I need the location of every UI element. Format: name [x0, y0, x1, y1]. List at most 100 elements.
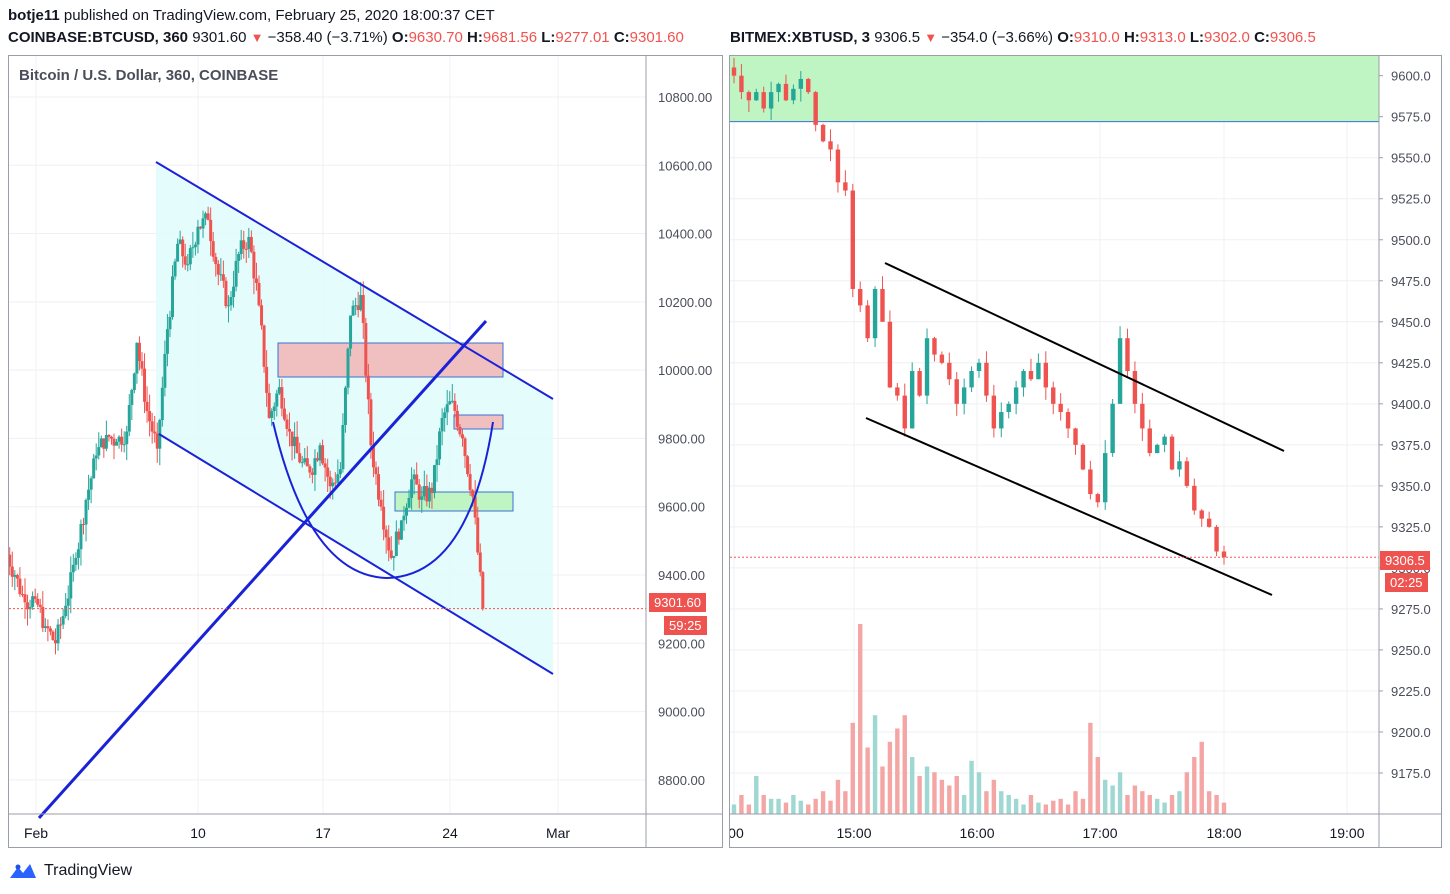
candle-body [328, 476, 332, 487]
left-chart-panel[interactable]: 10800.00 10600.00 10400.00 10200.00 10000.00… [8, 55, 723, 848]
y-tick-label: 9250.0 [1391, 643, 1431, 658]
candle-body [216, 264, 220, 275]
candle-body [54, 640, 58, 644]
volume-bar [1065, 804, 1071, 814]
candle-body [382, 506, 386, 530]
y-tick-label: 10800.00 [658, 90, 712, 105]
y-tick-label: 9525.0 [1391, 192, 1431, 207]
candle-body [969, 371, 974, 388]
candle-body [343, 387, 347, 425]
y-tick-label: 9800.00 [658, 431, 705, 446]
candle-body [102, 438, 106, 449]
candle-body [798, 78, 804, 89]
candle-body [374, 467, 378, 475]
volume-bar [1125, 795, 1130, 814]
down-arrow-icon: ▼ [250, 30, 264, 45]
candle-body [74, 557, 78, 565]
tradingview-logo-icon [10, 864, 36, 878]
candle-body [206, 213, 210, 220]
candle-body [211, 241, 215, 257]
candle-body [125, 431, 129, 445]
candle-body [1184, 461, 1190, 486]
candle-body [768, 92, 774, 109]
candle-body [405, 507, 409, 516]
candle-body [481, 572, 485, 609]
candle-body [76, 549, 80, 558]
y-tick-label: 9275.0 [1391, 602, 1431, 617]
candle-body [48, 628, 52, 632]
candle-body [806, 78, 811, 93]
y-tick-label: 9225.0 [1391, 684, 1431, 699]
candle-body [313, 458, 317, 475]
x-tick-label: 10 [190, 825, 206, 841]
candle-body [150, 421, 154, 432]
candle-body [746, 92, 752, 101]
candle-body [450, 400, 454, 402]
publisher-name[interactable]: botje11 [8, 7, 60, 24]
candle-body [92, 458, 96, 479]
left-chart-svg[interactable]: 10800.00 10600.00 10400.00 10200.00 10000.00… [9, 56, 723, 848]
candle-body [394, 531, 398, 557]
candle-body [84, 499, 88, 525]
publish-text: published on TradingView.com, February 2… [63, 7, 495, 24]
candle-body [176, 243, 180, 262]
left-symbol[interactable]: COINBASE:BTCUSD, 360 [8, 29, 189, 46]
candle-body [18, 578, 22, 595]
candle-body [947, 362, 952, 380]
candle-body [171, 276, 175, 317]
candle-body [209, 219, 213, 242]
candle-body [188, 248, 192, 265]
candle-body [902, 395, 907, 429]
candle-body [460, 434, 464, 439]
candle-body [277, 387, 281, 394]
candle-body [234, 260, 238, 287]
candle-body [1088, 469, 1093, 495]
candle-body [443, 412, 447, 418]
candle-body [122, 444, 126, 446]
y-tick-label: 9475.0 [1391, 274, 1431, 289]
x-tick-label: 24 [442, 825, 458, 841]
left-close: 9301.60 [629, 29, 684, 46]
left-open: 9630.70 [408, 29, 463, 46]
candle-body [895, 387, 900, 396]
candle-body [280, 387, 284, 409]
volume-bar [798, 800, 804, 814]
channel-upper-line [884, 262, 1285, 452]
candle-body [1051, 387, 1056, 404]
y-tick-label: 10200.00 [658, 295, 712, 310]
candle-body [64, 605, 68, 617]
candle-body [117, 436, 121, 442]
volume-bar [1184, 772, 1190, 814]
candle-body [326, 467, 330, 477]
volume-bar [806, 804, 811, 814]
volume-bar [776, 798, 781, 814]
candle-body [145, 401, 149, 412]
candle-body [270, 411, 274, 418]
volume-bar [999, 791, 1004, 814]
candle-body [23, 594, 27, 603]
right-chart-svg[interactable]: 9600.0 9575.0 9550.0 9525.0 9500.0 9475.0 9450… [730, 56, 1442, 848]
left-low: 9277.01 [555, 29, 610, 46]
volume-bar [924, 766, 930, 814]
candle-body [321, 445, 325, 464]
volume-bar [984, 791, 989, 814]
candle-body [168, 316, 172, 330]
volume-bar [1132, 785, 1138, 814]
candle-body [478, 552, 482, 573]
tradingview-brand[interactable]: TradingView [44, 862, 133, 879]
volume-bar [1221, 802, 1227, 814]
candle-body [94, 455, 98, 459]
right-symbol[interactable]: BITMEX:XBTUSD, 3 [730, 29, 871, 46]
volume-bar [880, 766, 885, 814]
candle-body [1177, 461, 1182, 470]
volume-bar [1199, 741, 1204, 814]
candle-body [468, 474, 472, 491]
candle-body [407, 497, 411, 508]
right-chart-panel[interactable]: 9600.0 9575.0 9550.0 9525.0 9500.0 9475.0 9450… [729, 55, 1442, 848]
candle-body [1147, 428, 1152, 454]
candle-body [999, 412, 1004, 429]
candle-body [173, 261, 177, 277]
candle-body [783, 83, 789, 101]
candle-body [435, 459, 439, 466]
candle-body [427, 487, 431, 502]
